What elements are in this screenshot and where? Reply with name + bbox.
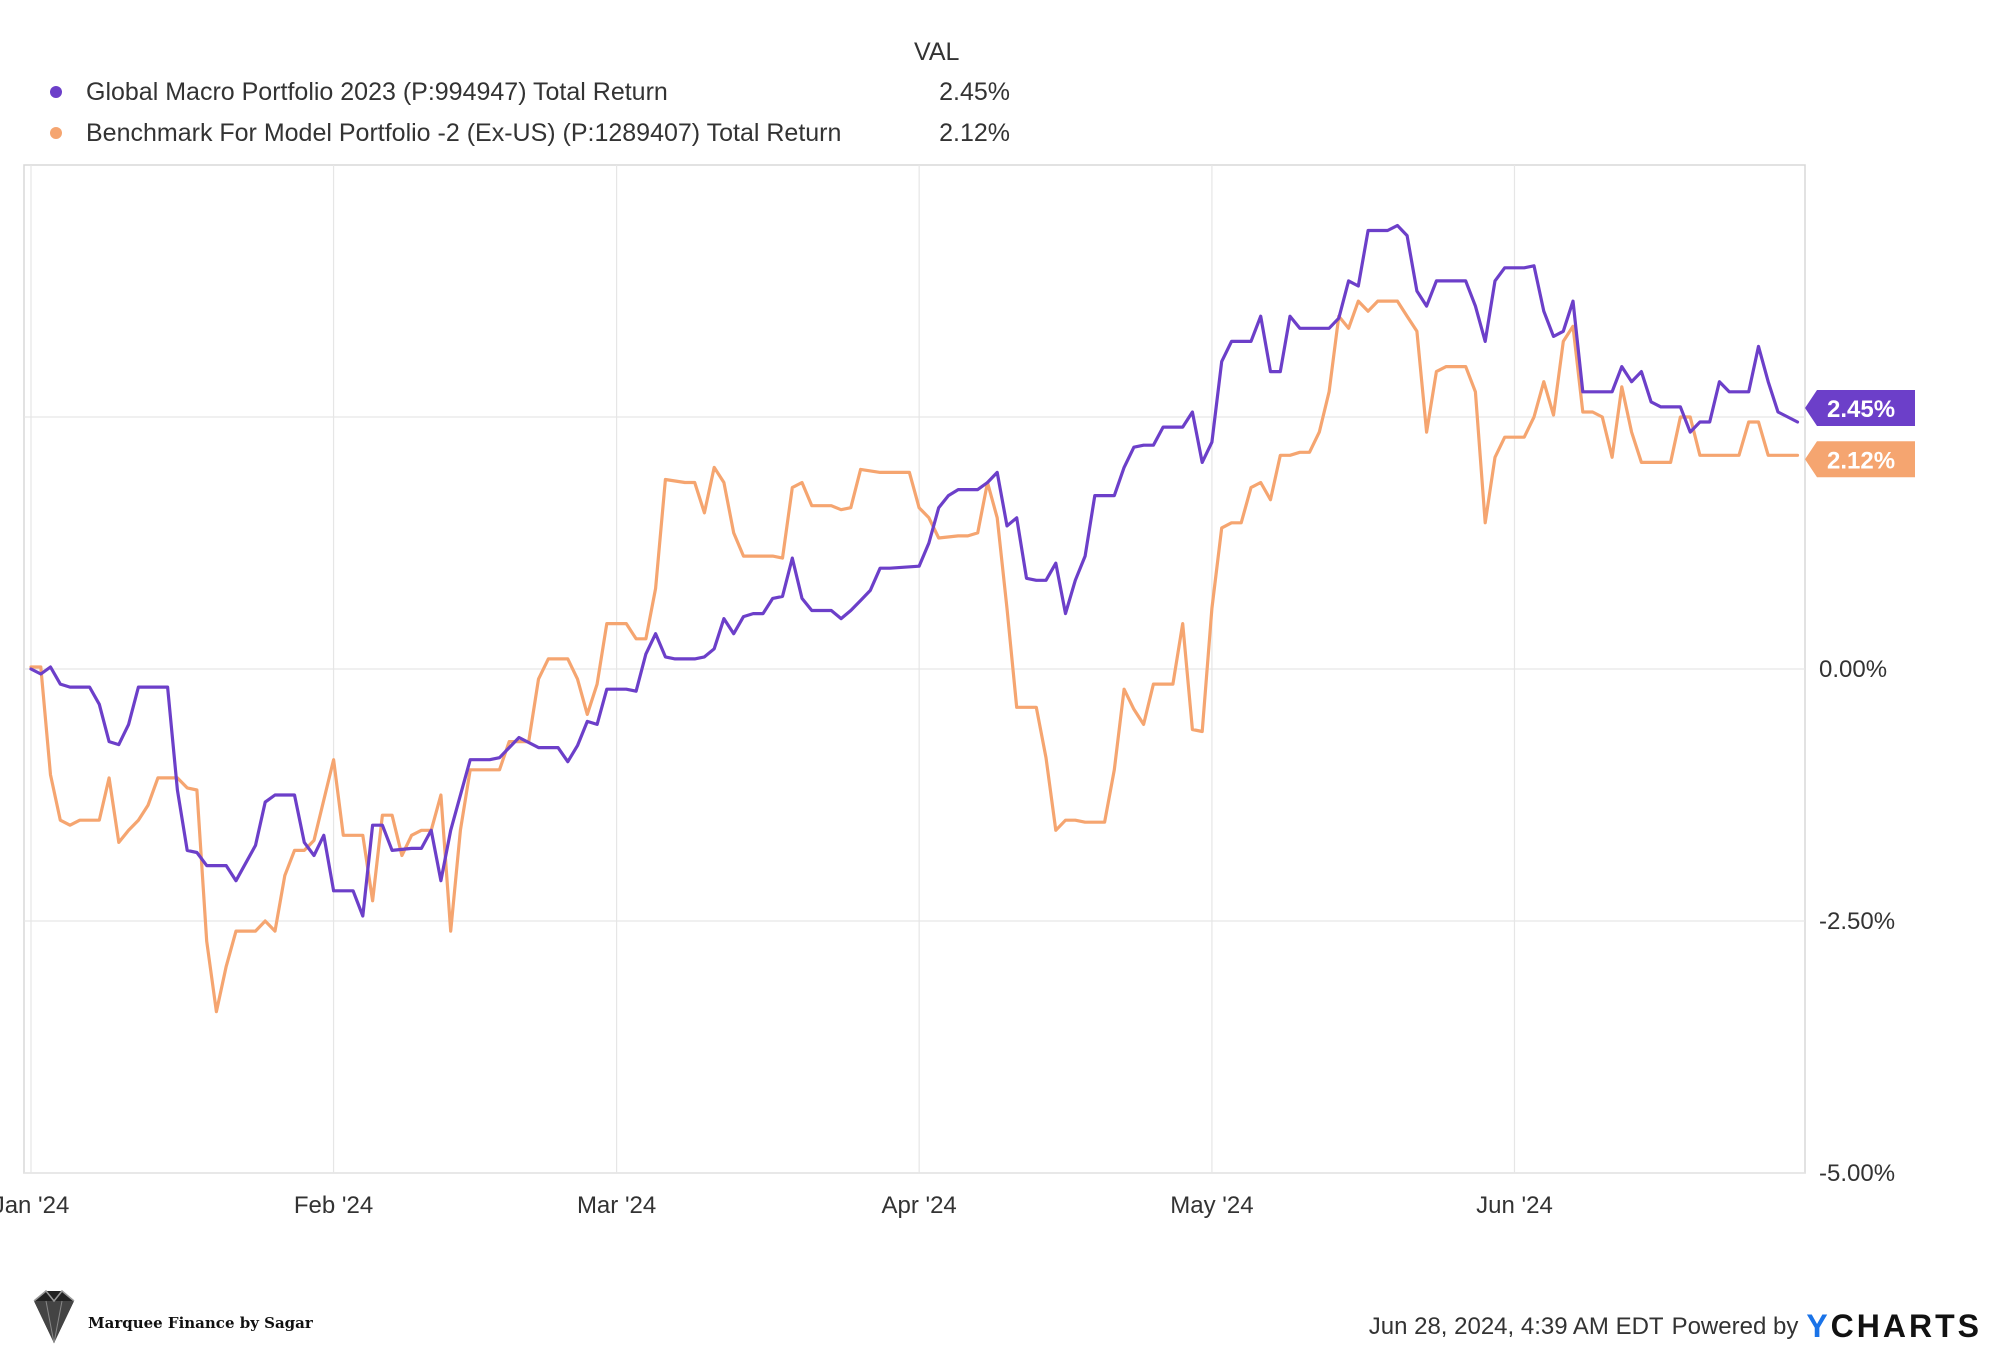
- ycharts-logo-text: CHARTS: [1830, 1308, 1982, 1344]
- legend-header: VAL: [914, 38, 960, 66]
- x-tick-label: Mar '24: [577, 1192, 656, 1219]
- legend-label: Benchmark For Model Portfolio -2 (Ex-US)…: [86, 118, 842, 147]
- ycharts-logo-y: Y: [1806, 1308, 1831, 1344]
- timestamp: Jun 28, 2024, 4:39 AM EDT: [1368, 1312, 1664, 1340]
- end-value-label-1: 2.12%: [1827, 447, 1895, 474]
- powered-by: Powered by: [1671, 1312, 1799, 1340]
- end-value-flag-1: [1805, 441, 1915, 478]
- legend-value: 2.12%: [939, 118, 1010, 147]
- ycharts-logo[interactable]: YCHARTS: [1806, 1308, 1982, 1345]
- legend-marker-icon: [50, 86, 62, 98]
- x-tick-label: Apr '24: [881, 1192, 956, 1219]
- x-tick-label: Jun '24: [1476, 1192, 1553, 1219]
- end-value-label-0: 2.45%: [1827, 396, 1895, 423]
- x-tick-label: Jan '24: [0, 1192, 69, 1219]
- diamond-icon: [33, 1289, 75, 1344]
- x-tick-label: May '24: [1170, 1192, 1253, 1219]
- y-tick-label: 0.00%: [1819, 656, 1887, 683]
- series-line-1: [29, 299, 1800, 1014]
- series-line-0: [29, 223, 1800, 918]
- legend-item-benchmark[interactable]: Benchmark For Model Portfolio -2 (Ex-US)…: [50, 116, 1010, 150]
- legend-marker-icon: [50, 127, 62, 139]
- footer: Jun 28, 2024, 4:39 AM EDT Powered by YCH…: [1369, 1308, 1982, 1345]
- x-tick-label: Feb '24: [294, 1192, 373, 1219]
- watermark-text: Marquee Finance by Sagar: [88, 1314, 313, 1332]
- y-tick-label: -5.00%: [1819, 1160, 1895, 1187]
- legend-label: Global Macro Portfolio 2023 (P:994947) T…: [86, 77, 668, 106]
- y-tick-label: -2.50%: [1819, 908, 1895, 935]
- end-value-flag-0: [1805, 390, 1915, 427]
- legend-item-global-macro[interactable]: Global Macro Portfolio 2023 (P:994947) T…: [50, 75, 1010, 109]
- watermark-logo: Marquee Finance by Sagar: [24, 1287, 313, 1347]
- legend-value: 2.45%: [939, 77, 1010, 106]
